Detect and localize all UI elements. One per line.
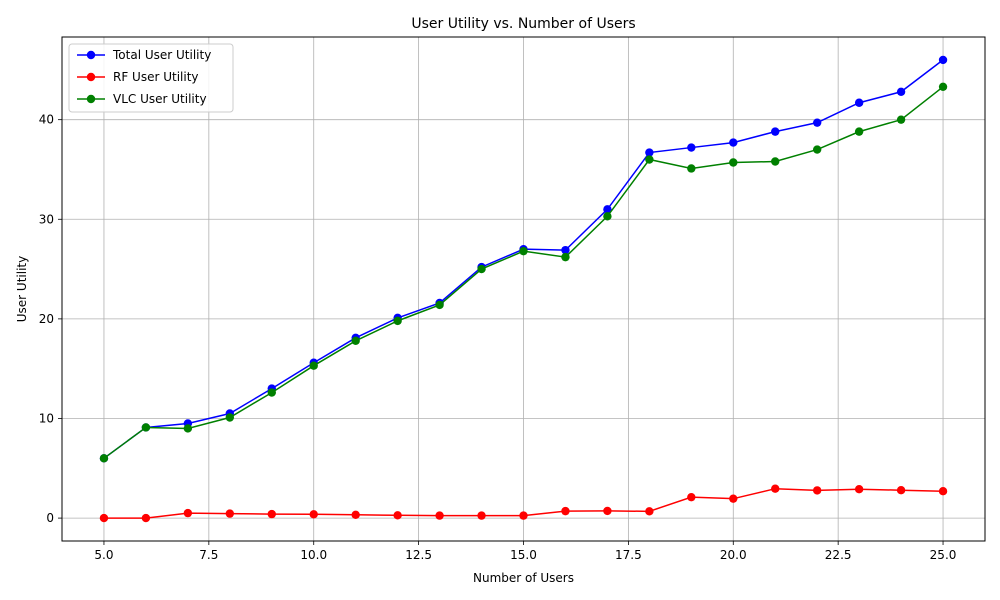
data-point — [854, 98, 864, 107]
y-axis: 0 10 20 30 40 — [39, 113, 62, 525]
data-point — [896, 486, 906, 495]
legend-label: VLC User Utility — [113, 92, 207, 106]
data-point — [938, 82, 948, 92]
x-tick-label: 12.5 — [405, 548, 432, 562]
data-point — [435, 300, 444, 310]
data-point — [771, 127, 780, 136]
data-point — [729, 158, 738, 167]
x-tick-label: 20.0 — [720, 548, 747, 562]
data-point — [687, 492, 696, 502]
data-point — [896, 87, 906, 96]
data-point — [477, 264, 486, 274]
data-point — [561, 245, 570, 255]
legend: Total User Utility RF User Utility VLC Use… — [68, 43, 234, 113]
data-point — [812, 118, 822, 127]
legend-item: RF User Utility — [77, 70, 199, 84]
data-point — [603, 212, 612, 221]
data-point — [435, 511, 444, 520]
data-point — [771, 157, 780, 166]
x-axis-label: Number of Users — [473, 571, 574, 585]
data-point — [393, 316, 402, 326]
legend-marker — [86, 94, 96, 104]
data-point — [351, 510, 360, 520]
chart-title: User Utility vs. Number of Users — [411, 16, 635, 32]
legend-marker — [86, 50, 96, 60]
data-point — [854, 485, 864, 494]
data-point — [183, 508, 193, 518]
data-point — [938, 55, 948, 65]
legend-box — [68, 43, 234, 113]
x-tick-label: 5.0 — [94, 548, 113, 562]
x-tick-label: 25.0 — [930, 548, 957, 562]
y-tick-label: 20 — [39, 312, 54, 326]
legend-item: VLC User Utility — [77, 92, 207, 106]
y-tick-label: 40 — [39, 113, 54, 127]
data-point — [99, 513, 109, 523]
data-point — [267, 388, 276, 397]
data-point — [645, 155, 654, 164]
data-point — [225, 413, 235, 422]
data-point — [561, 506, 570, 516]
data-point — [645, 507, 654, 516]
data-point — [477, 511, 486, 520]
series-layer — [99, 55, 948, 523]
data-point — [645, 148, 654, 157]
x-tick-label: 10.0 — [300, 548, 327, 562]
x-tick-label: 15.0 — [510, 548, 537, 562]
data-point — [938, 486, 948, 496]
data-point — [729, 138, 738, 147]
data-point — [561, 252, 570, 262]
data-point — [267, 509, 276, 519]
data-point — [183, 424, 193, 433]
x-axis: 5.0 7.5 10.0 12.5 15.0 17.5 20.0 22.5 25.0 — [94, 541, 956, 562]
data-point — [603, 506, 612, 516]
y-tick-label: 10 — [39, 411, 54, 425]
data-point — [812, 486, 822, 495]
data-point — [519, 246, 528, 256]
data-point — [393, 511, 402, 520]
data-point — [729, 494, 738, 503]
data-point — [309, 510, 318, 519]
data-point — [603, 205, 612, 214]
data-point — [771, 484, 780, 493]
y-tick-label: 0 — [46, 511, 54, 525]
legend-label: RF User Utility — [113, 70, 199, 84]
data-point — [812, 145, 822, 154]
y-tick-label: 30 — [39, 212, 54, 226]
x-tick-label: 22.5 — [825, 548, 852, 562]
legend-label: Total User Utility — [112, 48, 211, 62]
series-2 — [99, 484, 948, 523]
x-tick-label: 7.5 — [199, 548, 218, 562]
data-point — [351, 336, 360, 345]
data-point — [687, 164, 696, 173]
data-point — [854, 127, 864, 136]
data-point — [99, 454, 109, 463]
data-point — [225, 509, 235, 518]
data-point — [141, 423, 151, 432]
legend-marker — [86, 72, 96, 82]
y-axis-label: User Utility — [15, 256, 29, 322]
grid — [62, 37, 985, 541]
data-point — [519, 511, 528, 520]
legend-item: Total User Utility — [77, 48, 211, 62]
data-point — [687, 143, 696, 152]
data-point — [141, 513, 151, 523]
series-3 — [99, 82, 948, 463]
data-point — [896, 115, 906, 124]
x-tick-label: 17.5 — [615, 548, 642, 562]
data-point — [309, 361, 318, 370]
